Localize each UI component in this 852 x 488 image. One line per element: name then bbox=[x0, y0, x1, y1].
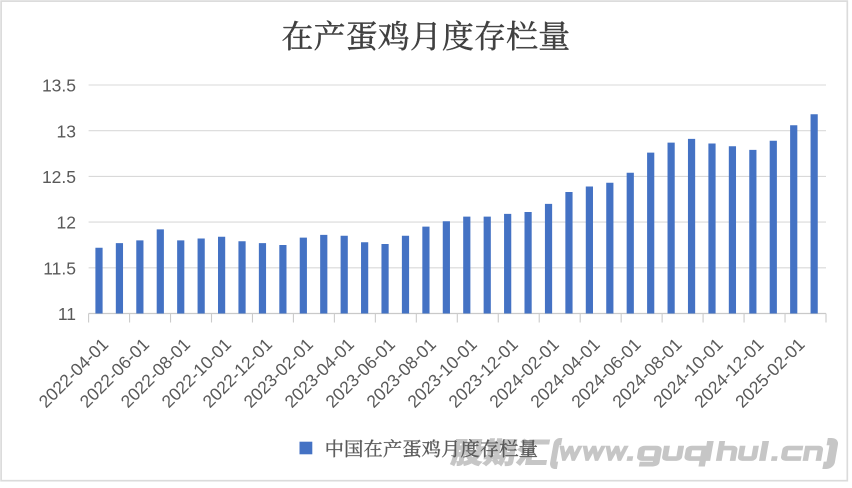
svg-text:13: 13 bbox=[57, 121, 76, 141]
svg-text:12: 12 bbox=[57, 213, 76, 233]
svg-text:11: 11 bbox=[58, 304, 76, 324]
svg-text:11.5: 11.5 bbox=[43, 258, 76, 278]
svg-text:13.5: 13.5 bbox=[42, 76, 76, 96]
svg-text:12.5: 12.5 bbox=[42, 167, 76, 187]
